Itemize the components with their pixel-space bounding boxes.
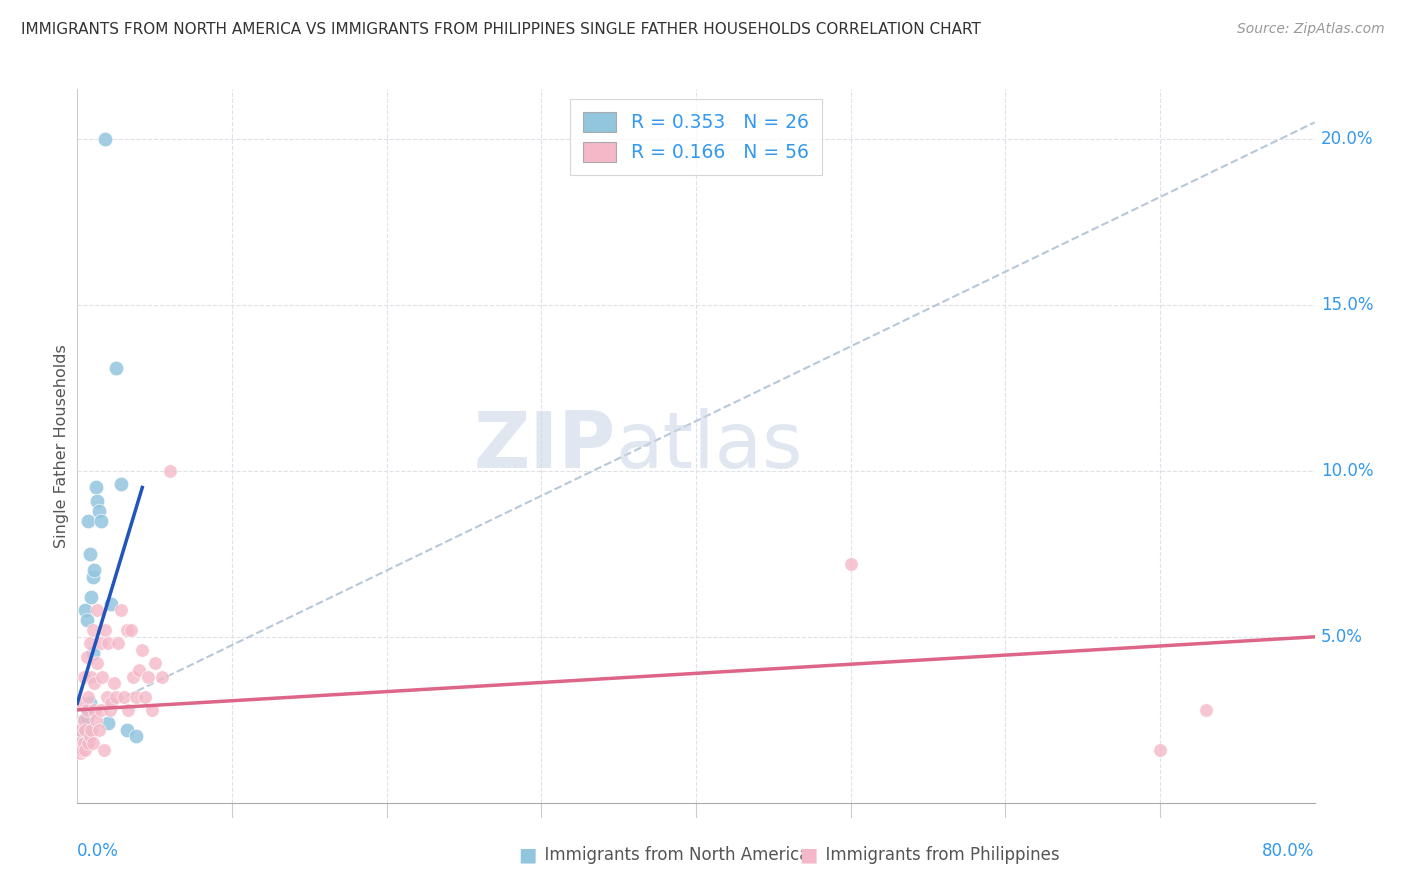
Point	[86, 493, 108, 508]
Point	[121, 624, 143, 638]
Point	[84, 481, 107, 495]
Point	[141, 703, 163, 717]
Text: 10.0%: 10.0%	[1320, 462, 1374, 480]
Point	[138, 670, 160, 684]
Point	[76, 649, 98, 664]
Point	[159, 464, 181, 478]
Text: Immigrants from North America: Immigrants from North America	[534, 846, 810, 863]
Point	[69, 746, 91, 760]
Point	[77, 514, 100, 528]
Legend: R = 0.353   N = 26, R = 0.166   N = 56: R = 0.353 N = 26, R = 0.166 N = 56	[569, 99, 823, 175]
Point	[125, 730, 148, 744]
Point	[70, 730, 93, 744]
Text: ■: ■	[799, 845, 818, 864]
Y-axis label: Single Father Households: Single Father Households	[53, 344, 69, 548]
Point	[75, 723, 96, 737]
Point	[76, 613, 98, 627]
Point	[125, 690, 148, 704]
Point	[115, 624, 138, 638]
Point	[90, 636, 111, 650]
Text: ZIP: ZIP	[474, 408, 616, 484]
Point	[117, 703, 139, 717]
Point	[79, 636, 101, 650]
Point	[83, 564, 105, 578]
Text: Immigrants from Philippines: Immigrants from Philippines	[815, 846, 1060, 863]
Point	[110, 603, 132, 617]
Text: Source: ZipAtlas.com: Source: ZipAtlas.com	[1237, 22, 1385, 37]
Point	[134, 690, 156, 704]
Point	[96, 690, 118, 704]
Point	[90, 703, 111, 717]
Point	[839, 557, 862, 571]
Point	[75, 723, 96, 737]
Point	[94, 624, 117, 638]
Point	[80, 670, 103, 684]
Point	[82, 624, 104, 638]
Point	[110, 477, 132, 491]
Point	[90, 514, 111, 528]
Point	[82, 647, 104, 661]
Text: 20.0%: 20.0%	[1320, 130, 1374, 148]
Point	[70, 742, 93, 756]
Point	[86, 657, 108, 671]
Text: 0.0%: 0.0%	[77, 842, 120, 860]
Text: ■: ■	[517, 845, 537, 864]
Point	[76, 709, 98, 723]
Point	[77, 703, 100, 717]
Point	[75, 742, 96, 756]
Point	[112, 690, 135, 704]
Point	[77, 736, 100, 750]
Point	[143, 657, 166, 671]
Point	[103, 676, 125, 690]
Point	[72, 670, 94, 684]
Point	[86, 603, 108, 617]
Point	[69, 723, 91, 737]
Point	[72, 736, 94, 750]
Point	[79, 696, 101, 710]
Point	[83, 703, 105, 717]
Point	[87, 723, 110, 737]
Point	[76, 703, 98, 717]
Text: 15.0%: 15.0%	[1320, 296, 1374, 314]
Point	[128, 663, 150, 677]
Point	[72, 713, 94, 727]
Point	[87, 504, 110, 518]
Point	[131, 643, 153, 657]
Point	[93, 742, 115, 756]
Point	[83, 676, 105, 690]
Point	[67, 736, 90, 750]
Point	[91, 670, 114, 684]
Point	[82, 570, 104, 584]
Point	[107, 636, 129, 650]
Point	[1149, 742, 1171, 756]
Text: 5.0%: 5.0%	[1320, 628, 1362, 646]
Point	[105, 361, 127, 376]
Text: atlas: atlas	[616, 408, 803, 484]
Point	[75, 603, 96, 617]
Point	[72, 736, 94, 750]
Point	[79, 730, 101, 744]
Point	[100, 597, 122, 611]
Point	[1195, 703, 1218, 717]
Point	[97, 636, 120, 650]
Point	[115, 723, 138, 737]
Point	[70, 696, 93, 710]
Point	[105, 690, 127, 704]
Text: 80.0%: 80.0%	[1263, 842, 1315, 860]
Point	[79, 547, 101, 561]
Point	[97, 716, 120, 731]
Point	[94, 132, 117, 146]
Point	[82, 736, 104, 750]
Point	[122, 670, 145, 684]
Text: IMMIGRANTS FROM NORTH AMERICA VS IMMIGRANTS FROM PHILIPPINES SINGLE FATHER HOUSE: IMMIGRANTS FROM NORTH AMERICA VS IMMIGRA…	[21, 22, 981, 37]
Point	[72, 713, 94, 727]
Point	[80, 723, 103, 737]
Point	[80, 590, 103, 604]
Point	[152, 670, 174, 684]
Point	[98, 703, 121, 717]
Point	[84, 713, 107, 727]
Point	[77, 690, 100, 704]
Point	[100, 696, 122, 710]
